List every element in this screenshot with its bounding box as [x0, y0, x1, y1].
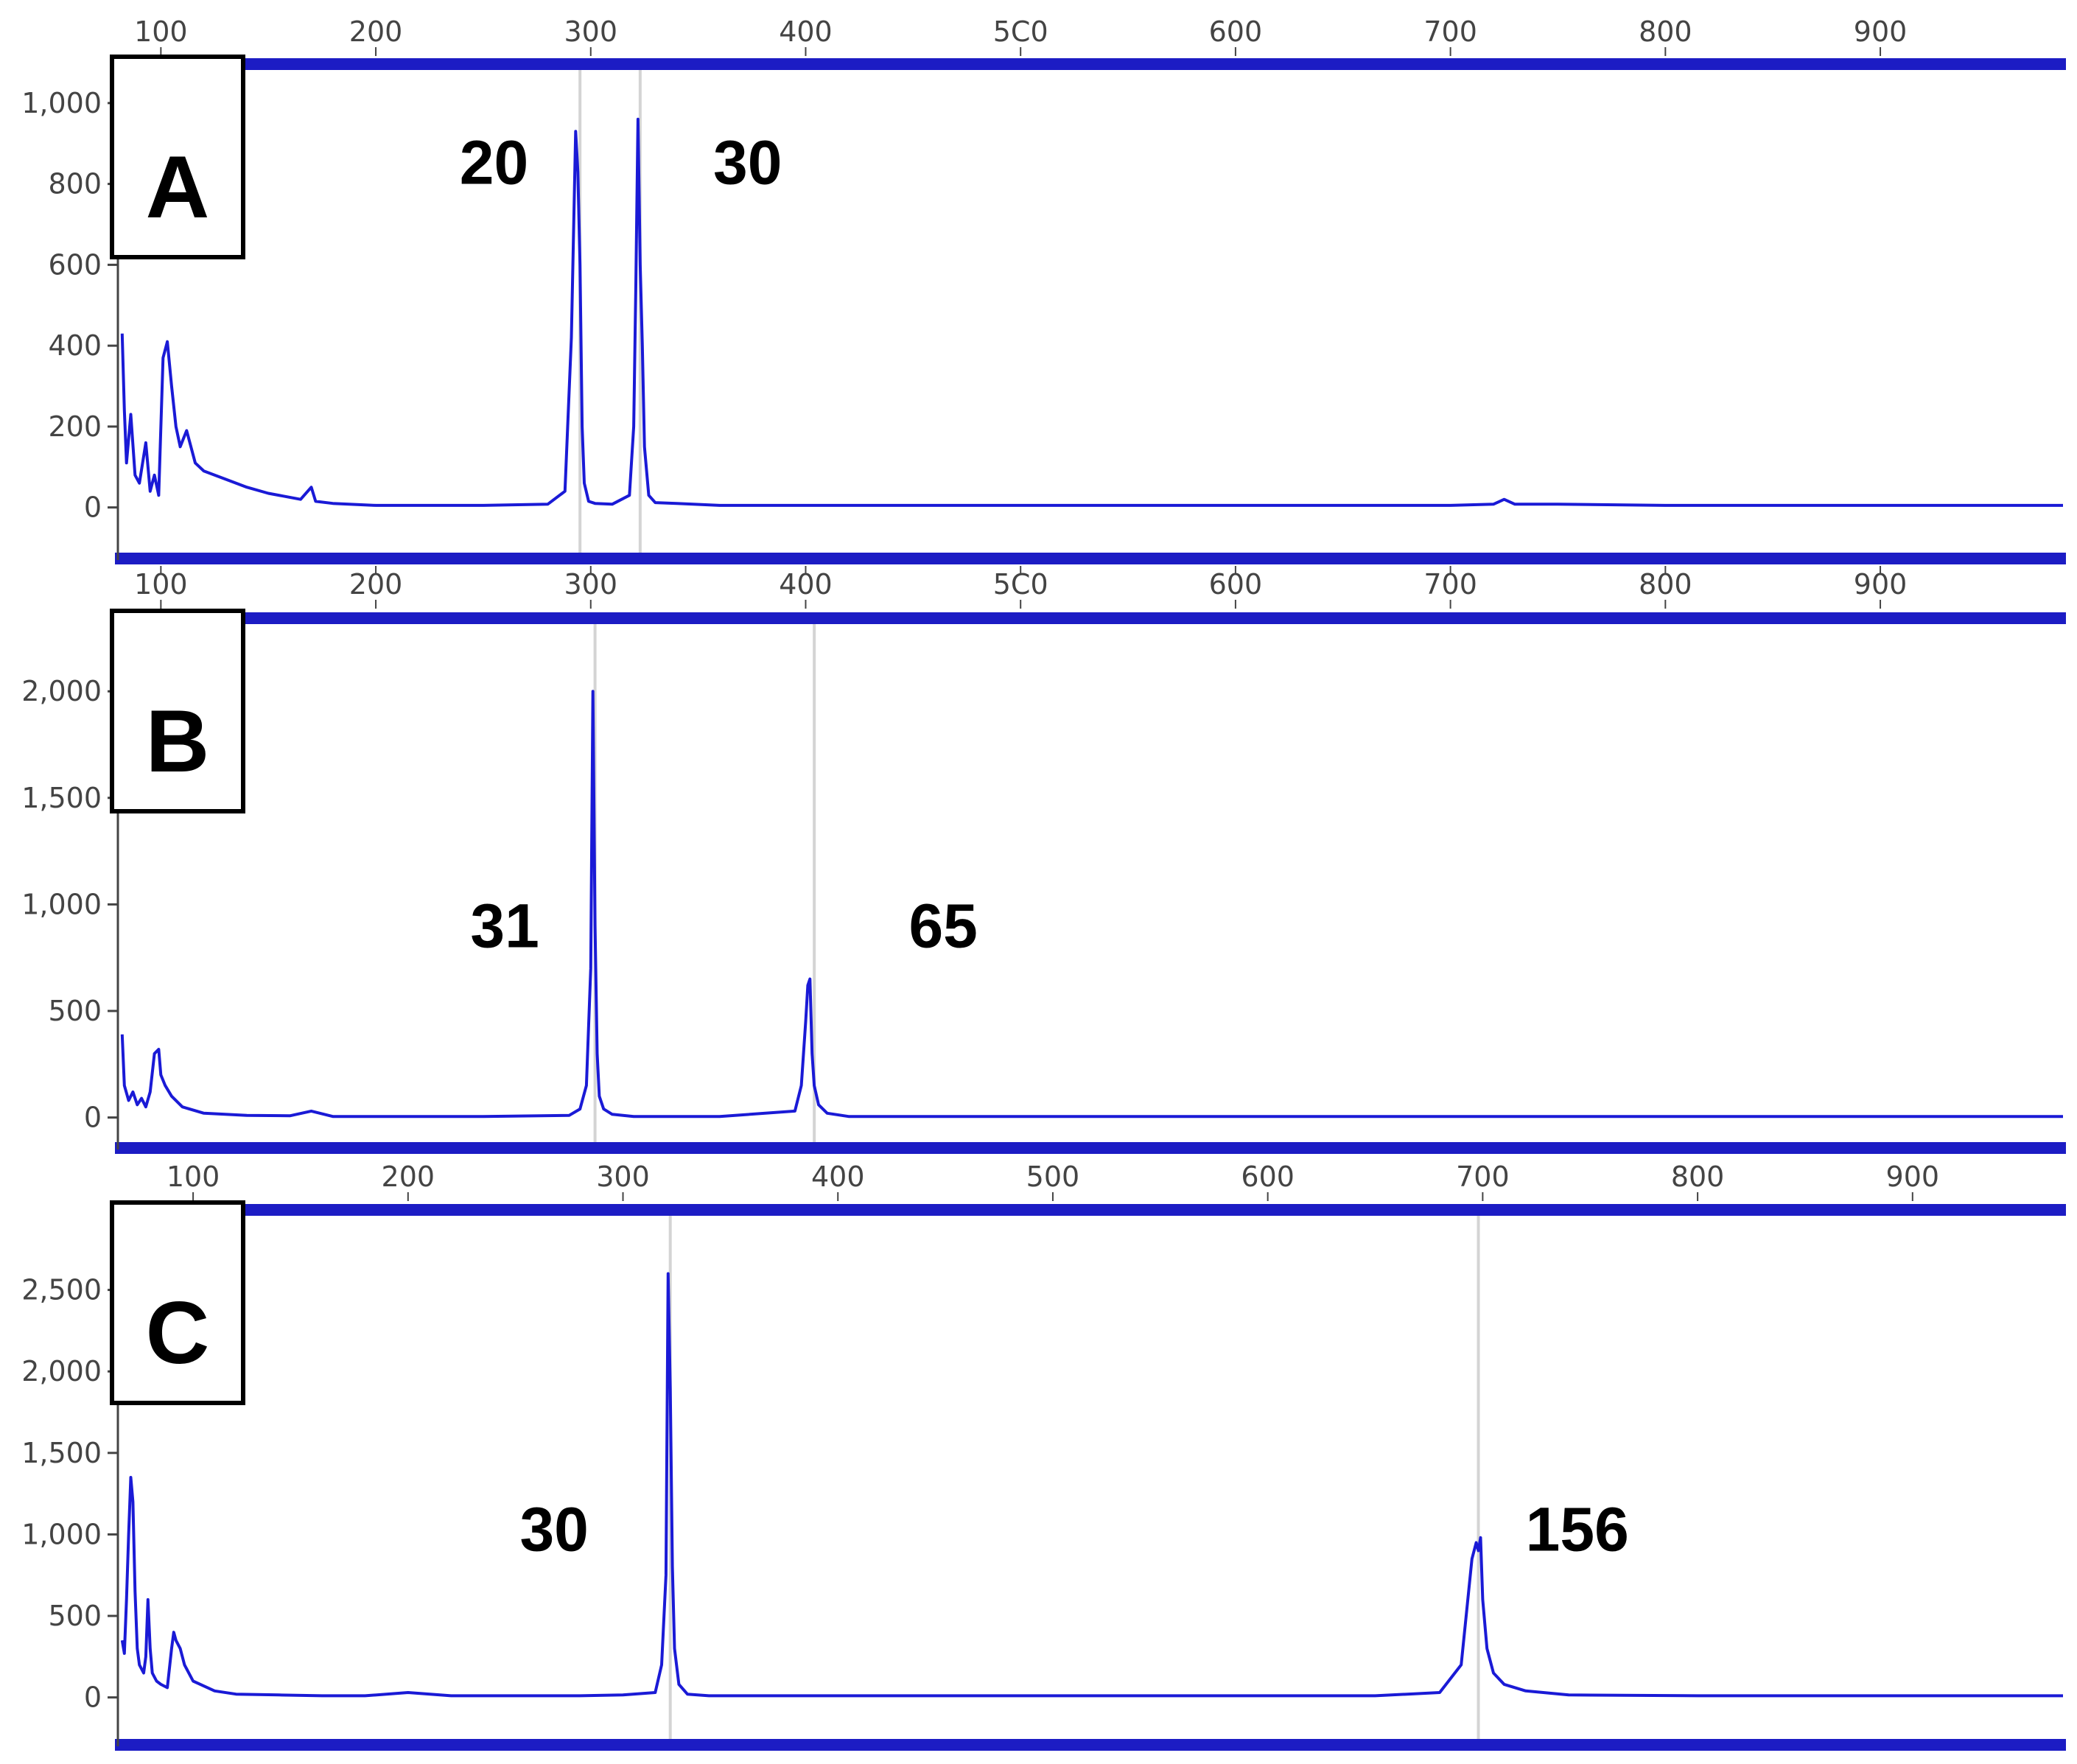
x-tick-label: 800 [1639, 15, 1692, 48]
panel-c: 0 500 1,000 1,500 2,000 2,500 100 200 300 400 500 6… [21, 1161, 2066, 1751]
peak-size-label: 31 [470, 891, 539, 960]
panel-letter: B [146, 692, 210, 791]
y-tick-label: 0 [84, 1102, 102, 1134]
panel-top-bar [115, 1204, 2066, 1216]
y-tick-label: 500 [48, 995, 102, 1027]
panel-bottom-bar [115, 1739, 2066, 1751]
y-tick-label: 200 [48, 410, 102, 443]
panel-letter-box [110, 609, 245, 813]
x-tick-label: 500 [1026, 1161, 1080, 1193]
x-tick-label: 800 [1639, 568, 1692, 601]
x-tick-label: 100 [134, 568, 188, 601]
x-tick-label: 300 [564, 568, 618, 601]
x-tick-label: 5C0 [993, 568, 1048, 601]
x-tick-label: 700 [1423, 568, 1477, 601]
x-tick-label: 600 [1209, 15, 1263, 48]
x-tick-label: 100 [134, 15, 188, 48]
panel-letter: A [146, 138, 210, 237]
x-tick-label: 900 [1854, 568, 1908, 601]
panel-letter: C [146, 1284, 210, 1382]
panel-top-bar [115, 612, 2066, 624]
x-tick-label: 700 [1423, 15, 1477, 48]
peak-size-label: 20 [460, 128, 528, 197]
y-tick-label: 800 [48, 168, 102, 200]
y-tick-label: 0 [84, 1681, 102, 1714]
panel-letter-box [110, 55, 245, 259]
panel-b: 0 500 1,000 1,500 2,000 100 200 300 400 5C0 600 700… [21, 568, 2066, 1154]
panel-letter-box [110, 1200, 245, 1405]
signal-trace [120, 117, 2063, 507]
y-tick-label: 2,500 [21, 1274, 102, 1306]
y-tick-label: 1,000 [21, 888, 102, 920]
y-tick-label: 1,000 [21, 1518, 102, 1550]
x-tick-label: 900 [1886, 1161, 1940, 1193]
x-tick-label: 300 [564, 15, 618, 48]
x-tick-label: 700 [1456, 1161, 1510, 1193]
x-tick-label: 600 [1209, 568, 1263, 601]
panel-bottom-bar [115, 1142, 2066, 1154]
y-tick-label: 1,500 [21, 1437, 102, 1469]
x-tick-label: 200 [349, 15, 403, 48]
peak-size-label: 30 [713, 128, 782, 197]
panel-top-bar [115, 58, 2066, 70]
peak-size-label: 30 [519, 1495, 588, 1564]
y-tick-label: 1,500 [21, 782, 102, 814]
x-tick-label: 200 [382, 1161, 435, 1193]
x-tick-label: 400 [779, 568, 833, 601]
x-tick-label: 100 [167, 1161, 220, 1193]
y-tick-label: 600 [48, 248, 102, 281]
x-tick-label: 400 [779, 15, 833, 48]
peak-size-label: 156 [1526, 1495, 1629, 1564]
x-tick-label: 900 [1854, 15, 1908, 48]
x-tick-label: 800 [1671, 1161, 1725, 1193]
x-tick-label: 600 [1241, 1161, 1295, 1193]
y-tick-label: 0 [84, 491, 102, 524]
signal-trace [120, 1272, 2063, 1698]
panel-bottom-bar [115, 553, 2066, 564]
x-tick-label: 200 [349, 568, 403, 601]
y-tick-label: 400 [48, 329, 102, 362]
y-tick-label: 500 [48, 1600, 102, 1632]
y-tick-label: 1,000 [21, 87, 102, 119]
y-tick-label: 2,000 [21, 675, 102, 707]
panel-a: 0 200 400 600 800 1,000 100 200 300 400 5C0 600 700 8… [21, 15, 2066, 573]
signal-trace [120, 690, 2063, 1119]
y-tick-label: 2,000 [21, 1355, 102, 1387]
x-tick-label: 300 [596, 1161, 650, 1193]
x-tick-label: 5C0 [993, 15, 1048, 48]
peak-size-label: 65 [908, 891, 977, 960]
x-tick-label: 400 [811, 1161, 865, 1193]
